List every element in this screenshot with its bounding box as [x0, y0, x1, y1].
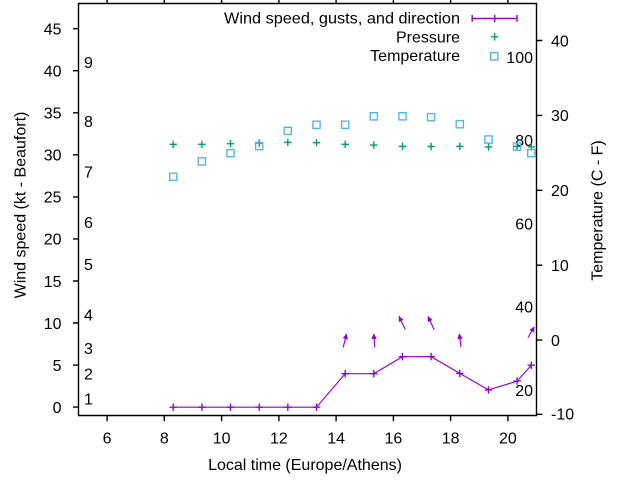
svg-text:4: 4	[84, 307, 93, 324]
svg-text:45: 45	[44, 22, 62, 39]
svg-text:20: 20	[515, 383, 533, 400]
svg-text:10: 10	[213, 430, 231, 447]
svg-text:Local time (Europe/Athens): Local time (Europe/Athens)	[208, 457, 402, 474]
svg-text:8: 8	[160, 430, 169, 447]
svg-text:20: 20	[499, 430, 517, 447]
svg-text:30: 30	[551, 108, 569, 125]
svg-text:1: 1	[84, 392, 93, 409]
svg-text:40: 40	[551, 33, 569, 50]
svg-text:40: 40	[44, 64, 62, 81]
svg-text:Wind speed (kt - Beaufort): Wind speed (kt - Beaufort)	[13, 112, 30, 299]
svg-text:Temperature (C - F): Temperature (C - F)	[590, 140, 607, 280]
svg-text:10: 10	[551, 258, 569, 275]
svg-text:14: 14	[327, 430, 345, 447]
svg-text:15: 15	[44, 274, 62, 291]
svg-text:12: 12	[270, 430, 288, 447]
svg-text:7: 7	[84, 165, 93, 182]
svg-text:9: 9	[84, 55, 93, 72]
svg-text:5: 5	[84, 257, 93, 274]
svg-text:35: 35	[44, 106, 62, 123]
svg-text:Temperature: Temperature	[370, 48, 460, 65]
svg-text:16: 16	[385, 430, 403, 447]
svg-text:Pressure: Pressure	[396, 29, 460, 46]
svg-text:100: 100	[506, 50, 533, 67]
svg-text:30: 30	[44, 148, 62, 165]
svg-text:20: 20	[44, 232, 62, 249]
svg-text:Wind speed, gusts, and directi: Wind speed, gusts, and direction	[224, 11, 460, 28]
svg-text:-10: -10	[551, 407, 574, 424]
svg-text:25: 25	[44, 190, 62, 207]
svg-text:0: 0	[551, 333, 560, 350]
svg-text:18: 18	[442, 430, 460, 447]
svg-text:10: 10	[44, 316, 62, 333]
svg-text:20: 20	[551, 183, 569, 200]
svg-text:8: 8	[84, 114, 93, 131]
svg-text:3: 3	[84, 341, 93, 358]
svg-text:40: 40	[515, 300, 533, 317]
svg-text:0: 0	[53, 400, 62, 417]
svg-text:6: 6	[103, 430, 112, 447]
svg-text:5: 5	[53, 358, 62, 375]
svg-text:60: 60	[515, 216, 533, 233]
svg-text:2: 2	[84, 366, 93, 383]
svg-text:6: 6	[84, 215, 93, 232]
